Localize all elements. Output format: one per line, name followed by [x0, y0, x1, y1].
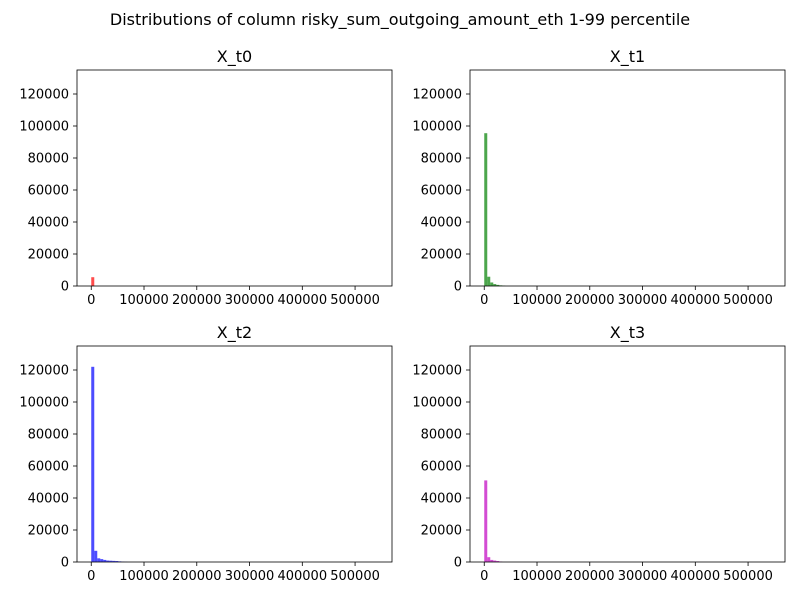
x-tick-label: 400000 — [277, 293, 327, 308]
histogram-bar — [487, 276, 491, 286]
y-tick-label: 40000 — [28, 492, 69, 507]
figure-suptitle: Distributions of column risky_sum_outgoi… — [109, 10, 691, 29]
y-tick-label: 20000 — [28, 248, 69, 263]
x-tick-label: 200000 — [172, 569, 222, 584]
axes-frame — [76, 69, 393, 287]
x-tick-label: 0 — [480, 569, 488, 584]
histogram-bar — [496, 561, 500, 562]
y-tick-label: 100000 — [412, 396, 462, 411]
histogram-bar — [91, 277, 95, 286]
histogram-bar — [490, 559, 494, 562]
y-tick-label: 80000 — [421, 152, 462, 167]
x-tick-label: 200000 — [172, 293, 222, 308]
y-tick-label: 80000 — [28, 152, 69, 167]
histogram-bar — [103, 559, 107, 562]
x-tick-label: 500000 — [330, 569, 380, 584]
y-tick-label: 100000 — [412, 120, 462, 135]
histogram-bar — [484, 480, 488, 562]
histogram-bar — [112, 560, 116, 562]
subplot-title: X_t2 — [217, 323, 252, 343]
y-tick-label: 0 — [454, 280, 462, 295]
x-tick-label: 0 — [87, 569, 95, 584]
x-tick-label: 500000 — [330, 293, 380, 308]
y-tick-label: 40000 — [28, 216, 69, 231]
histogram-bar — [91, 366, 95, 562]
y-tick-label: 80000 — [28, 428, 69, 443]
axes-frame — [76, 345, 393, 563]
x-tick-label: 0 — [87, 293, 95, 308]
subplot-title: X_t0 — [217, 47, 252, 67]
x-tick-label: 300000 — [618, 569, 668, 584]
histogram-bar — [106, 560, 110, 562]
y-tick-label: 40000 — [421, 492, 462, 507]
y-tick-label: 100000 — [19, 120, 69, 135]
x-tick-label: 200000 — [565, 569, 615, 584]
histogram-bar — [97, 558, 101, 562]
y-tick-label: 120000 — [19, 88, 69, 103]
histogram-bar — [94, 550, 98, 562]
x-tick-label: 400000 — [670, 293, 720, 308]
subplot-1: 0 100000 200000 300000 400000 500000020000400… — [412, 47, 786, 308]
histogram-bar — [496, 284, 500, 286]
axes-frame — [469, 345, 786, 563]
y-tick-label: 120000 — [412, 88, 462, 103]
x-tick-label: 500000 — [723, 293, 773, 308]
y-tick-label: 0 — [61, 280, 69, 295]
x-tick-label: 400000 — [670, 569, 720, 584]
y-tick-label: 20000 — [421, 248, 462, 263]
subplot-title: X_t3 — [610, 323, 645, 343]
axes-frame — [469, 69, 786, 287]
x-tick-label: 100000 — [512, 569, 562, 584]
y-tick-label: 60000 — [421, 184, 462, 199]
x-tick-label: 100000 — [119, 293, 169, 308]
y-tick-label: 120000 — [19, 364, 69, 379]
y-tick-label: 80000 — [421, 428, 462, 443]
y-tick-label: 0 — [61, 556, 69, 571]
histogram-bar — [493, 560, 497, 562]
x-tick-label: 100000 — [512, 293, 562, 308]
y-tick-label: 0 — [454, 556, 462, 571]
x-tick-label: 300000 — [618, 293, 668, 308]
histogram-bar — [100, 559, 104, 562]
histogram-bar — [493, 284, 497, 286]
y-tick-label: 20000 — [28, 524, 69, 539]
histogram-bar — [115, 561, 119, 562]
subplot-0: 0 100000 200000 300000 400000 500000020000400… — [19, 47, 393, 308]
histogram-bar — [487, 557, 491, 562]
y-tick-label: 120000 — [412, 364, 462, 379]
x-tick-label: 100000 — [119, 569, 169, 584]
x-tick-label: 300000 — [225, 569, 275, 584]
subplot-3: 0 100000 200000 300000 400000 500000020000400… — [412, 323, 786, 584]
y-tick-label: 100000 — [19, 396, 69, 411]
y-tick-label: 60000 — [28, 184, 69, 199]
x-tick-label: 200000 — [565, 293, 615, 308]
x-tick-label: 400000 — [277, 569, 327, 584]
x-tick-label: 300000 — [225, 293, 275, 308]
subplot-2: 0 100000 200000 300000 400000 500000020000400… — [19, 323, 393, 584]
y-tick-label: 60000 — [421, 460, 462, 475]
x-tick-label: 0 — [480, 293, 488, 308]
histogram-bar — [490, 282, 494, 286]
histogram-bar — [109, 560, 113, 562]
subplot-title: X_t1 — [610, 47, 645, 67]
x-tick-label: 500000 — [723, 569, 773, 584]
histogram-bar — [484, 133, 488, 286]
y-tick-label: 60000 — [28, 460, 69, 475]
y-tick-label: 20000 — [421, 524, 462, 539]
y-tick-label: 40000 — [421, 216, 462, 231]
